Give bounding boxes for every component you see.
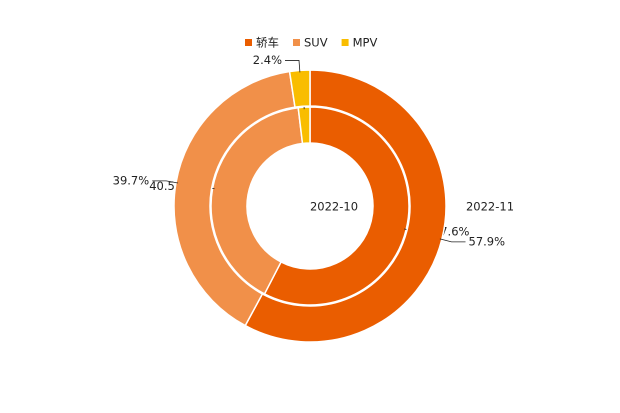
leader-line — [285, 60, 301, 73]
legend-label: 轿车 — [256, 36, 279, 50]
legend-label: SUV — [304, 36, 328, 50]
ring-segment — [173, 70, 296, 327]
ring-segment — [210, 106, 304, 295]
value-label: 57.9% — [469, 234, 506, 248]
series-label: 2022-10 — [310, 200, 358, 214]
value-label: 2.4% — [253, 53, 282, 67]
ring-segment — [297, 106, 311, 145]
value-label: 39.7% — [113, 173, 150, 187]
leader-line — [152, 180, 179, 184]
legend-swatch — [341, 39, 349, 46]
leader-line — [439, 238, 466, 243]
legend-swatch — [293, 39, 300, 46]
legend-swatch — [245, 39, 252, 46]
ring-segment — [288, 69, 311, 108]
ring-segment — [263, 106, 410, 306]
legend-label: MPV — [353, 36, 378, 50]
series-label: 2022-11 — [466, 200, 514, 214]
ring-segment — [244, 69, 447, 343]
